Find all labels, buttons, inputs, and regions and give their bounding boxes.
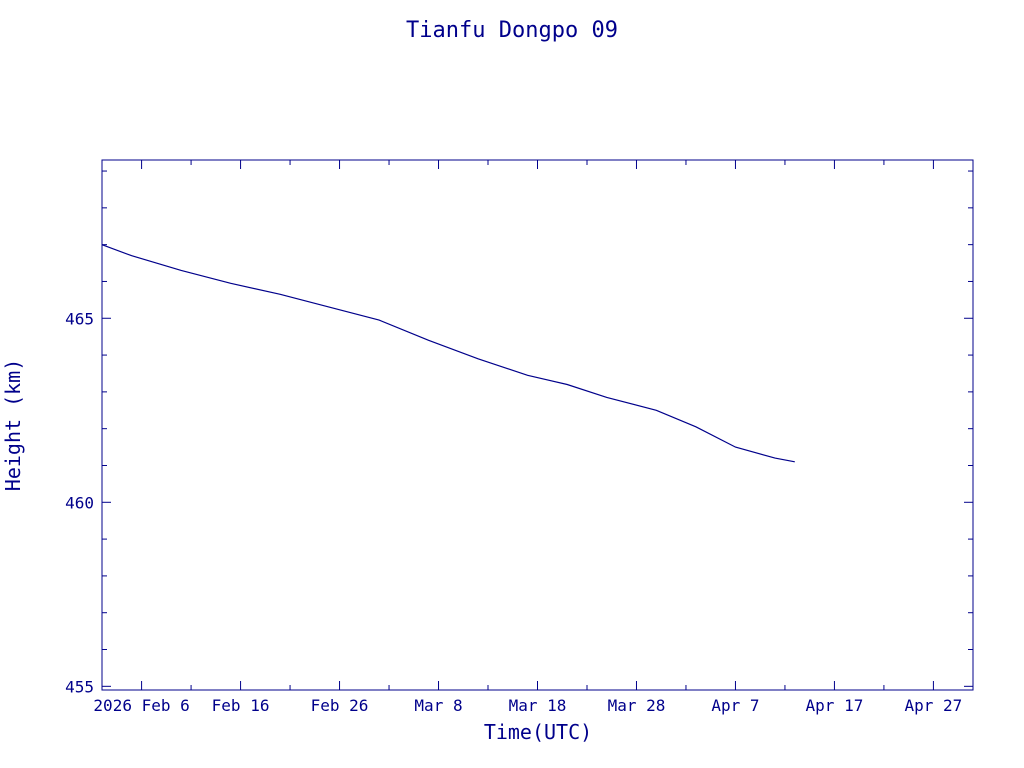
y-tick-label: 455 xyxy=(65,677,94,696)
x-tick-label: Apr 7 xyxy=(711,696,759,715)
x-tick-label: Mar 18 xyxy=(509,696,567,715)
y-axis: 455 460 465 xyxy=(65,170,973,696)
y-axis-label: Height (km) xyxy=(1,359,25,491)
y-tick-label: 460 xyxy=(65,493,94,512)
plot-frame xyxy=(101,159,974,691)
x-tick-label: 2026 Feb 6 xyxy=(93,696,189,715)
height-series-line xyxy=(101,244,795,463)
x-tick-label: Feb 26 xyxy=(311,696,369,715)
x-tick-label: Apr 27 xyxy=(905,696,963,715)
x-tick-label: Apr 17 xyxy=(806,696,864,715)
x-tick-label: Mar 8 xyxy=(414,696,462,715)
y-tick-label: 465 xyxy=(65,309,94,328)
x-axis-label: Time(UTC) xyxy=(484,720,592,744)
chart-title: Tianfu Dongpo 09 xyxy=(406,18,618,43)
x-axis: 2026 Feb 6 Feb 16 Feb 26 Mar 8 Mar 18 Mar 28 A… xyxy=(93,160,962,715)
x-tick-label: Mar 28 xyxy=(608,696,666,715)
x-tick-label: Feb 16 xyxy=(212,696,270,715)
